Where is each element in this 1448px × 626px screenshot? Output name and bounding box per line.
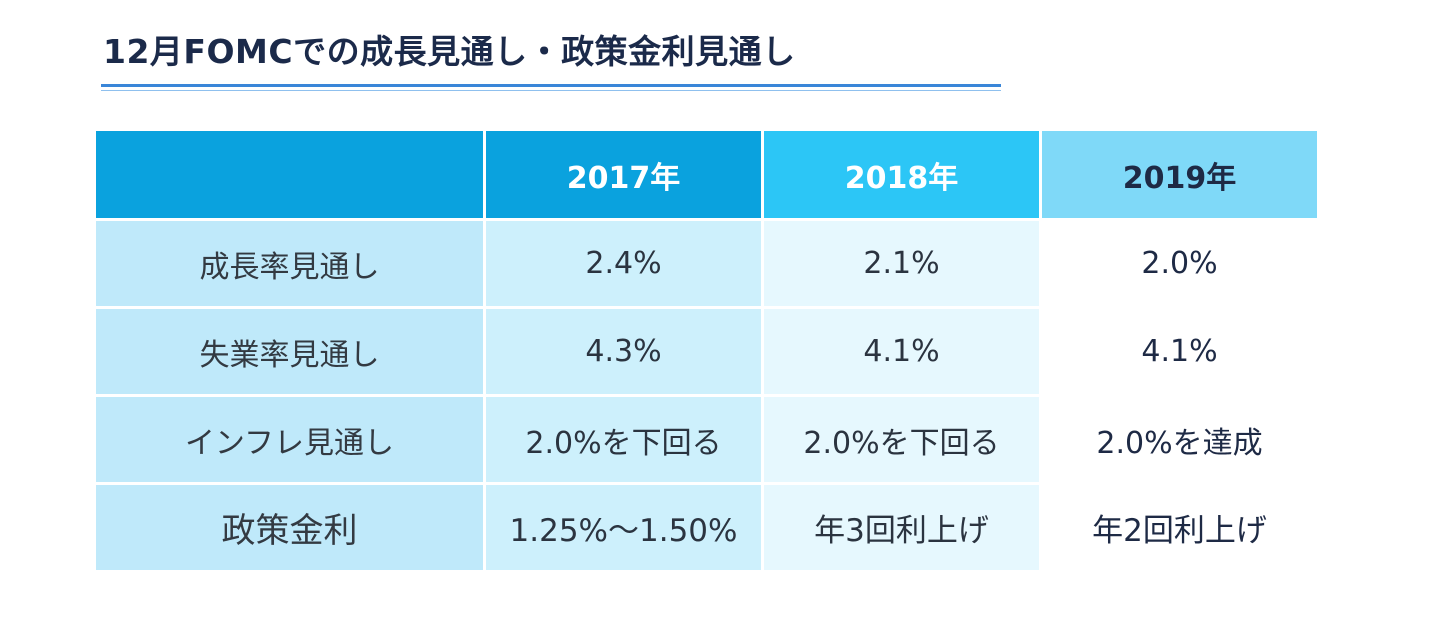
row-label: 成長率見通し <box>96 221 483 306</box>
cell-2018: 2.1% <box>764 221 1039 306</box>
cell-2018: 年3回利上げ <box>764 485 1039 570</box>
cell-2018: 4.1% <box>764 309 1039 394</box>
row-label: インフレ見通し <box>96 397 483 482</box>
cell-2017: 2.4% <box>486 221 761 306</box>
table-row-inflation: インフレ見通し 2.0%を下回る 2.0%を下回る 2.0%を達成 <box>96 397 1317 482</box>
header-2019: 2019年 <box>1042 131 1317 218</box>
header-label-cell <box>96 131 483 218</box>
cell-2017: 1.25%～1.50% <box>486 485 761 570</box>
table-header-row: 2017年 2018年 2019年 <box>96 131 1317 218</box>
cell-2019: 年2回利上げ <box>1042 485 1317 570</box>
cell-2017: 4.3% <box>486 309 761 394</box>
cell-2017: 2.0%を下回る <box>486 397 761 482</box>
table-row-unemployment: 失業率見通し 4.3% 4.1% 4.1% <box>96 309 1317 394</box>
row-label: 政策金利 <box>96 485 483 570</box>
table-row-policy-rate: 政策金利 1.25%～1.50% 年3回利上げ 年2回利上げ <box>96 485 1317 570</box>
header-2017: 2017年 <box>486 131 761 218</box>
table-row-growth: 成長率見通し 2.4% 2.1% 2.0% <box>96 221 1317 306</box>
header-2018: 2018年 <box>764 131 1039 218</box>
row-label: 失業率見通し <box>96 309 483 394</box>
forecast-table: 2017年 2018年 2019年 成長率見通し 2.4% 2.1% 2.0% … <box>93 128 1320 573</box>
cell-2018: 2.0%を下回る <box>764 397 1039 482</box>
cell-2019: 2.0% <box>1042 221 1317 306</box>
title-underline <box>101 84 1001 87</box>
cell-2019: 4.1% <box>1042 309 1317 394</box>
title-underline-thin <box>101 90 1001 91</box>
cell-2019: 2.0%を達成 <box>1042 397 1317 482</box>
page-title: 12月FOMCでの成長見通し・政策金利見通し <box>103 32 796 71</box>
